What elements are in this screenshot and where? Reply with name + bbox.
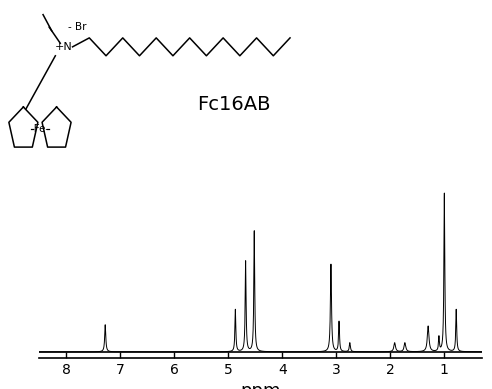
- Text: +N: +N: [55, 42, 73, 52]
- Text: Fc16AB: Fc16AB: [197, 95, 271, 114]
- X-axis label: ppm: ppm: [241, 382, 281, 389]
- Text: - Br: - Br: [67, 22, 86, 32]
- Text: -Fe-: -Fe-: [31, 124, 50, 134]
